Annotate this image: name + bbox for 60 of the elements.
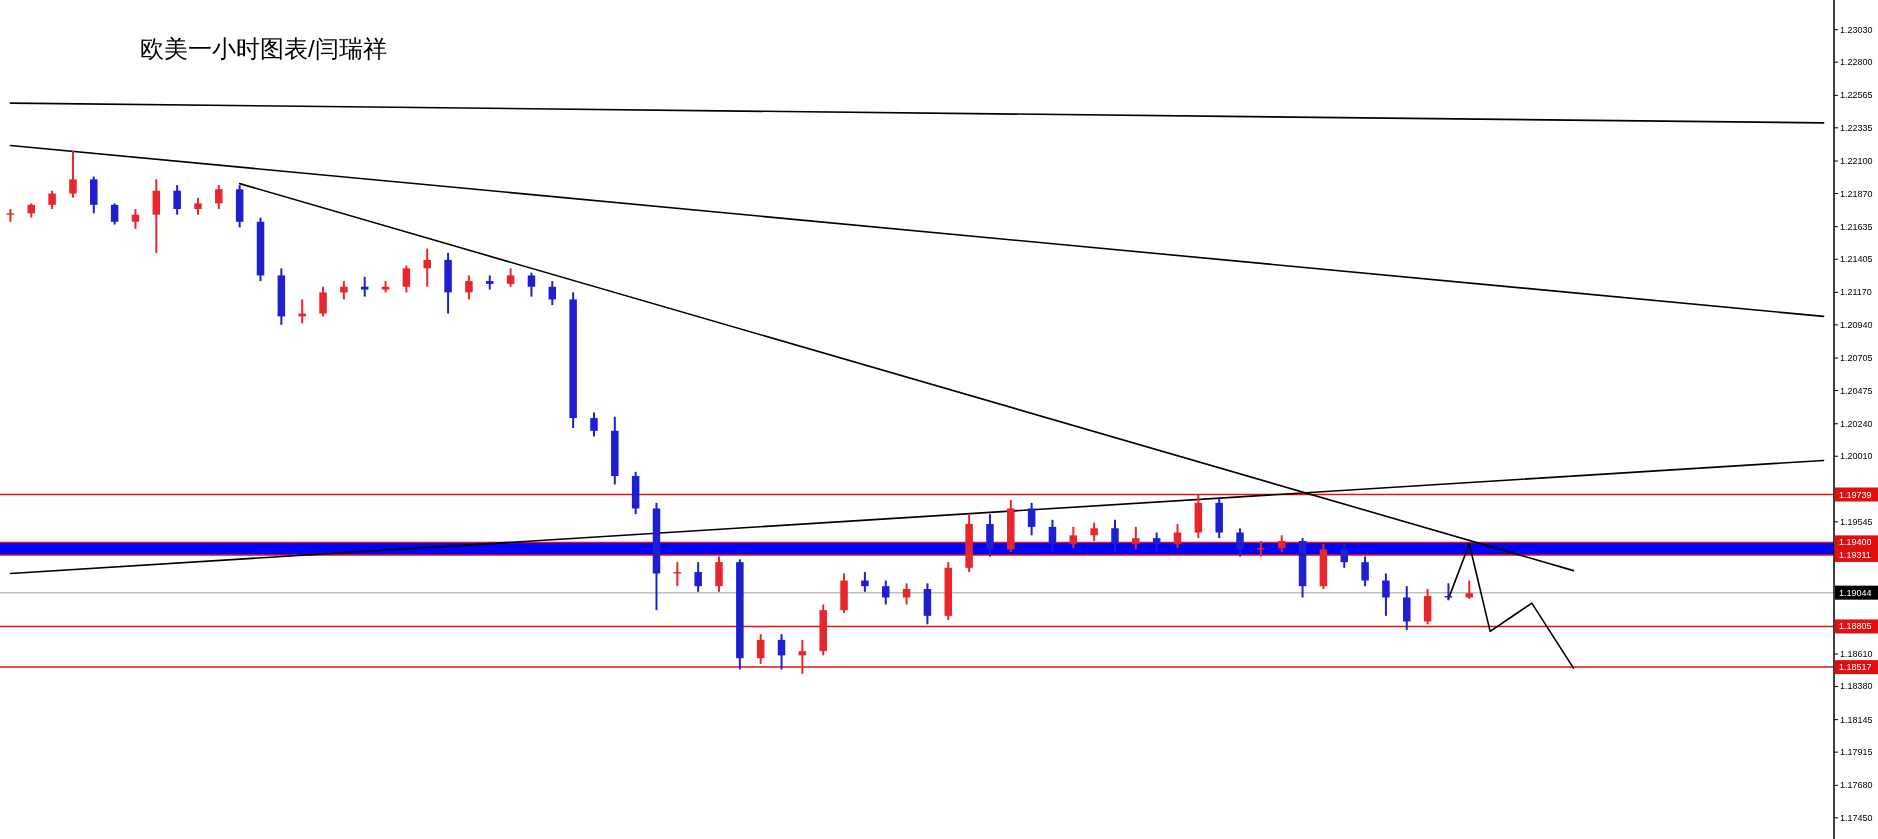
y-tick-label: 1.18610 (1840, 648, 1873, 659)
candlestick (173, 184, 181, 216)
ref-line-label: 1.19044 (1839, 587, 1872, 598)
y-tick-label: 1.20705 (1840, 353, 1873, 364)
y-tick-label: 1.21405 (1840, 254, 1873, 265)
ref-line-label: 1.19311 (1839, 549, 1871, 560)
y-tick-label: 1.20940 (1840, 319, 1873, 330)
candlestick (465, 274, 473, 301)
candlestick (69, 150, 77, 199)
y-tick-label: 1.22100 (1840, 156, 1873, 167)
y-tick-label: 1.18380 (1840, 681, 1873, 692)
candlestick (506, 267, 515, 288)
candlestick (110, 202, 119, 226)
candlestick (777, 633, 786, 671)
candlestick (402, 264, 411, 294)
candlestick (1382, 572, 1390, 617)
candlestick (1111, 518, 1119, 554)
y-tick-label: 1.20240 (1840, 418, 1873, 429)
y-tick-label: 1.21870 (1840, 188, 1873, 199)
ref-line-label: 1.19739 (1839, 489, 1872, 500)
candlestick (1152, 531, 1161, 554)
candlestick (756, 633, 765, 665)
candlestick (1361, 555, 1369, 588)
y-tick-label: 1.22335 (1840, 122, 1873, 133)
candlestick (861, 571, 869, 593)
y-tick-label: 1.23030 (1840, 24, 1873, 35)
ref-line-label: 1.19400 (1839, 537, 1872, 548)
candlestick (1027, 501, 1036, 537)
candlestick (360, 275, 369, 298)
candlestick (215, 184, 223, 211)
y-tick-label: 1.17915 (1840, 747, 1873, 758)
y-tick-label: 1.21170 (1840, 287, 1872, 298)
candlestick (1090, 521, 1098, 542)
candlestick (1173, 523, 1182, 550)
candlestick (694, 561, 702, 593)
y-tick-label: 1.22565 (1840, 90, 1873, 101)
candlestick (1340, 542, 1348, 569)
candlestick (1048, 518, 1057, 554)
candlestick (590, 411, 598, 438)
candlestick (340, 280, 348, 301)
candlestick (423, 247, 431, 288)
y-tick-label: 1.22800 (1840, 57, 1873, 68)
y-tick-label: 1.20475 (1840, 385, 1873, 396)
y-tick-label: 1.21635 (1840, 221, 1873, 232)
candlestick (527, 271, 536, 298)
candlestick (48, 189, 56, 211)
y-tick-label: 1.20010 (1840, 451, 1873, 462)
y-tick-label: 1.19545 (1840, 516, 1873, 527)
candlestick (881, 579, 890, 606)
ref-line-label: 1.18517 (1839, 662, 1872, 673)
y-tick-label: 1.17680 (1840, 780, 1873, 791)
candlestick (1132, 525, 1140, 551)
text: 欧美一小时图表/闫瑞祥 (140, 35, 387, 62)
candlestick (1236, 527, 1244, 558)
ref-line-label: 1.18805 (1839, 621, 1872, 632)
candlestick (1069, 525, 1078, 550)
candlestick (319, 285, 327, 318)
candlestick (131, 208, 140, 230)
y-tick-label: 1.17450 (1840, 812, 1873, 823)
y-tick-label: 1.18145 (1840, 714, 1873, 725)
